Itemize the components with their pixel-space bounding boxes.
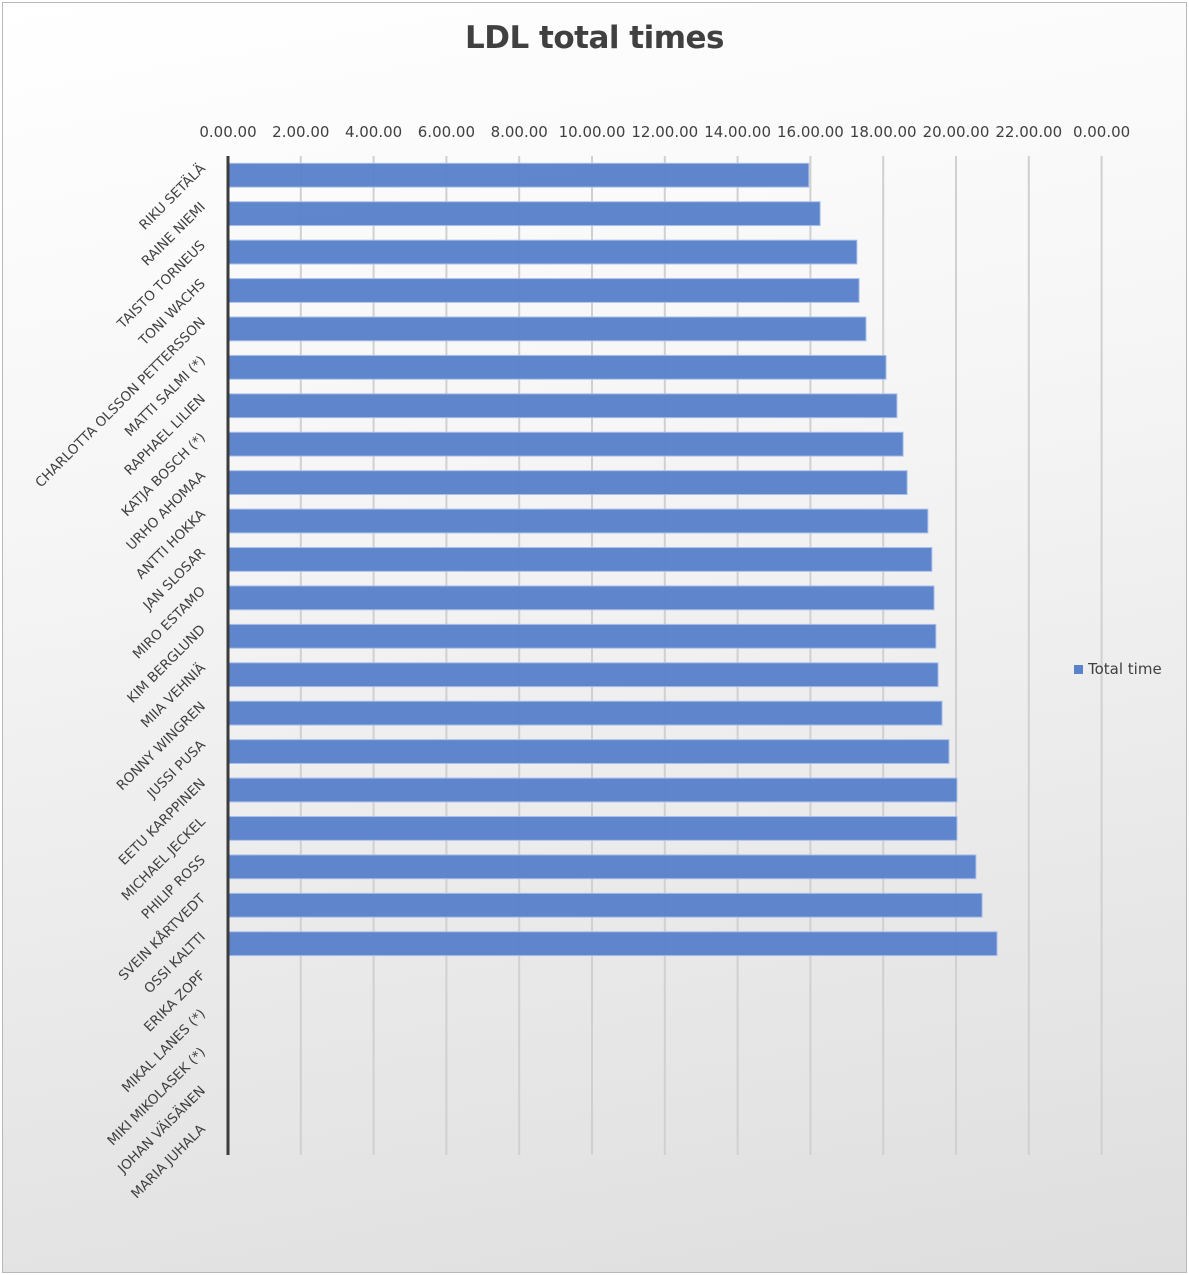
legend-label: Total time — [1088, 660, 1162, 678]
bar — [228, 931, 998, 957]
x-tick-label: 20.00.00 — [923, 123, 990, 141]
bar — [228, 739, 950, 764]
bar — [228, 316, 867, 342]
bar — [228, 431, 904, 457]
bar — [228, 815, 958, 841]
bar — [228, 470, 908, 496]
x-tick-label: 12.00.00 — [631, 123, 698, 141]
x-tick-label: 0.00.00 — [199, 123, 256, 141]
bar — [228, 623, 937, 649]
bar — [228, 700, 943, 726]
bar — [228, 662, 939, 688]
legend: Total time — [1074, 660, 1162, 678]
bar — [228, 892, 983, 918]
x-tick-label: 16.00.00 — [777, 123, 844, 141]
bar — [228, 162, 810, 188]
y-tick-label: RIKU SETÄLÄ — [135, 159, 210, 234]
bar — [228, 854, 977, 880]
bar — [228, 354, 887, 380]
bar — [228, 201, 821, 227]
x-tick-label: 10.00.00 — [559, 123, 626, 141]
bar — [228, 393, 898, 419]
chart-title: LDL total times — [464, 20, 725, 56]
x-tick-label: 6.00.00 — [418, 123, 475, 141]
x-tick-label: 18.00.00 — [850, 123, 917, 141]
x-tick-label: 4.00.00 — [345, 123, 402, 141]
x-tick-label: 2.00.00 — [272, 123, 329, 141]
bar — [228, 508, 929, 534]
legend-swatch — [1074, 664, 1083, 674]
bar — [228, 547, 933, 572]
bar — [228, 585, 935, 611]
bar — [228, 239, 858, 265]
x-tick-label: 22.00.00 — [995, 123, 1062, 141]
x-tick-label: 14.00.00 — [704, 123, 771, 141]
x-tick-label: 8.00.00 — [491, 123, 548, 141]
bar — [228, 278, 860, 303]
bar — [228, 777, 958, 803]
x-tick-label: 0.00.00 — [1073, 123, 1130, 141]
